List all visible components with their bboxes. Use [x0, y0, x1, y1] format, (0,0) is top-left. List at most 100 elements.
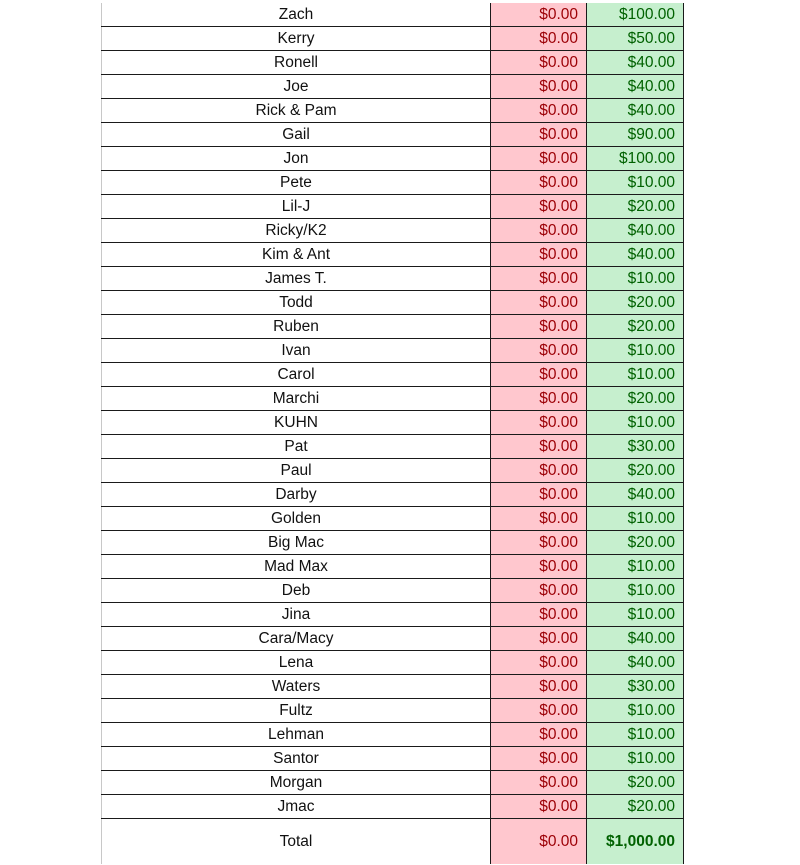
owed-cell[interactable]: $0.00 [490, 506, 587, 531]
name-cell[interactable]: Jon [101, 146, 491, 171]
name-cell[interactable]: Santor [101, 746, 491, 771]
paid-cell[interactable]: $100.00 [586, 146, 684, 171]
paid-cell[interactable]: $10.00 [586, 698, 684, 723]
owed-cell[interactable]: $0.00 [490, 722, 587, 747]
name-cell[interactable]: Big Mac [101, 530, 491, 555]
paid-cell[interactable]: $40.00 [586, 74, 684, 99]
name-cell[interactable]: Morgan [101, 770, 491, 795]
name-cell[interactable]: Gail [101, 122, 491, 147]
total-paid-cell[interactable]: $1,000.00 [586, 818, 684, 864]
paid-cell[interactable]: $20.00 [586, 794, 684, 819]
name-cell[interactable]: Kim & Ant [101, 242, 491, 267]
name-cell[interactable]: Lena [101, 650, 491, 675]
owed-cell[interactable]: $0.00 [490, 242, 587, 267]
name-cell[interactable]: Pat [101, 434, 491, 459]
paid-cell[interactable]: $40.00 [586, 50, 684, 75]
paid-cell[interactable]: $10.00 [586, 170, 684, 195]
name-cell[interactable]: Ivan [101, 338, 491, 363]
name-cell[interactable]: Pete [101, 170, 491, 195]
total-owed-cell[interactable]: $0.00 [490, 818, 587, 864]
name-cell[interactable]: Mad Max [101, 554, 491, 579]
paid-cell[interactable]: $10.00 [586, 506, 684, 531]
name-cell[interactable]: Ruben [101, 314, 491, 339]
owed-cell[interactable]: $0.00 [490, 674, 587, 699]
paid-cell[interactable]: $10.00 [586, 410, 684, 435]
owed-cell[interactable]: $0.00 [490, 698, 587, 723]
name-cell[interactable]: Lil-J [101, 194, 491, 219]
paid-cell[interactable]: $40.00 [586, 626, 684, 651]
name-cell[interactable]: Ricky/K2 [101, 218, 491, 243]
paid-cell[interactable]: $30.00 [586, 674, 684, 699]
paid-cell[interactable]: $10.00 [586, 554, 684, 579]
name-cell[interactable]: James T. [101, 266, 491, 291]
owed-cell[interactable]: $0.00 [490, 458, 587, 483]
owed-cell[interactable]: $0.00 [490, 602, 587, 627]
name-cell[interactable]: Ronell [101, 50, 491, 75]
owed-cell[interactable]: $0.00 [490, 122, 587, 147]
paid-cell[interactable]: $40.00 [586, 98, 684, 123]
paid-cell[interactable]: $20.00 [586, 770, 684, 795]
name-cell[interactable]: Jmac [101, 794, 491, 819]
paid-cell[interactable]: $90.00 [586, 122, 684, 147]
name-cell[interactable]: Rick & Pam [101, 98, 491, 123]
name-cell[interactable]: Kerry [101, 26, 491, 51]
paid-cell[interactable]: $10.00 [586, 338, 684, 363]
owed-cell[interactable]: $0.00 [490, 410, 587, 435]
owed-cell[interactable]: $0.00 [490, 794, 587, 819]
total-label-cell[interactable]: Total [101, 818, 491, 864]
paid-cell[interactable]: $20.00 [586, 458, 684, 483]
paid-cell[interactable]: $40.00 [586, 218, 684, 243]
paid-cell[interactable]: $10.00 [586, 266, 684, 291]
owed-cell[interactable]: $0.00 [490, 482, 587, 507]
owed-cell[interactable]: $0.00 [490, 74, 587, 99]
owed-cell[interactable]: $0.00 [490, 554, 587, 579]
name-cell[interactable]: KUHN [101, 410, 491, 435]
paid-cell[interactable]: $10.00 [586, 722, 684, 747]
paid-cell[interactable]: $50.00 [586, 26, 684, 51]
owed-cell[interactable]: $0.00 [490, 338, 587, 363]
owed-cell[interactable]: $0.00 [490, 3, 587, 27]
name-cell[interactable]: Cara/Macy [101, 626, 491, 651]
owed-cell[interactable]: $0.00 [490, 266, 587, 291]
paid-cell[interactable]: $30.00 [586, 434, 684, 459]
owed-cell[interactable]: $0.00 [490, 578, 587, 603]
name-cell[interactable]: Waters [101, 674, 491, 699]
owed-cell[interactable]: $0.00 [490, 98, 587, 123]
owed-cell[interactable]: $0.00 [490, 170, 587, 195]
name-cell[interactable]: Golden [101, 506, 491, 531]
owed-cell[interactable]: $0.00 [490, 50, 587, 75]
name-cell[interactable]: Todd [101, 290, 491, 315]
owed-cell[interactable]: $0.00 [490, 146, 587, 171]
owed-cell[interactable]: $0.00 [490, 770, 587, 795]
paid-cell[interactable]: $20.00 [586, 530, 684, 555]
paid-cell[interactable]: $20.00 [586, 194, 684, 219]
owed-cell[interactable]: $0.00 [490, 314, 587, 339]
owed-cell[interactable]: $0.00 [490, 530, 587, 555]
paid-cell[interactable]: $20.00 [586, 290, 684, 315]
paid-cell[interactable]: $10.00 [586, 602, 684, 627]
owed-cell[interactable]: $0.00 [490, 650, 587, 675]
paid-cell[interactable]: $20.00 [586, 314, 684, 339]
name-cell[interactable]: Jina [101, 602, 491, 627]
name-cell[interactable]: Marchi [101, 386, 491, 411]
owed-cell[interactable]: $0.00 [490, 194, 587, 219]
owed-cell[interactable]: $0.00 [490, 26, 587, 51]
owed-cell[interactable]: $0.00 [490, 386, 587, 411]
name-cell[interactable]: Fultz [101, 698, 491, 723]
paid-cell[interactable]: $40.00 [586, 482, 684, 507]
name-cell[interactable]: Deb [101, 578, 491, 603]
paid-cell[interactable]: $100.00 [586, 3, 684, 27]
paid-cell[interactable]: $20.00 [586, 386, 684, 411]
paid-cell[interactable]: $40.00 [586, 650, 684, 675]
owed-cell[interactable]: $0.00 [490, 626, 587, 651]
owed-cell[interactable]: $0.00 [490, 218, 587, 243]
paid-cell[interactable]: $40.00 [586, 242, 684, 267]
name-cell[interactable]: Darby [101, 482, 491, 507]
owed-cell[interactable]: $0.00 [490, 746, 587, 771]
name-cell[interactable]: Paul [101, 458, 491, 483]
name-cell[interactable]: Carol [101, 362, 491, 387]
paid-cell[interactable]: $10.00 [586, 578, 684, 603]
owed-cell[interactable]: $0.00 [490, 290, 587, 315]
owed-cell[interactable]: $0.00 [490, 434, 587, 459]
name-cell[interactable]: Lehman [101, 722, 491, 747]
